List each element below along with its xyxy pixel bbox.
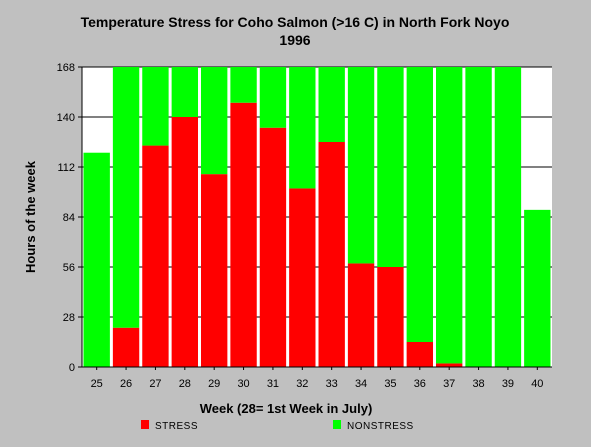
bar-nonstress-week-40 (524, 209, 551, 367)
bar-stress-week-28 (171, 117, 198, 367)
y-axis-title: Hours of the week (23, 160, 38, 273)
bar-stress-week-37 (436, 363, 463, 367)
x-tick-label-29: 29 (208, 378, 220, 390)
bar-stress-week-29 (201, 174, 228, 367)
y-tick-label-168: 168 (57, 62, 75, 74)
bar-nonstress-week-27 (142, 67, 169, 146)
x-tick-label-31: 31 (267, 378, 279, 390)
chart-title: Temperature Stress for Coho Salmon (>16 … (81, 14, 510, 30)
bar-nonstress-week-28 (171, 67, 198, 117)
bar-nonstress-week-39 (494, 67, 522, 367)
legend: STRESS NONSTRESS (141, 420, 414, 432)
bar-nonstress-week-34 (347, 67, 375, 264)
x-axis-ticks: 25 26 27 28 29 30 31 32 33 34 35 36 37 38 39 40 (91, 367, 543, 390)
bar-stress-week-30 (230, 102, 257, 367)
bar-nonstress-week-26 (112, 67, 140, 328)
x-tick-label-37: 37 (443, 378, 455, 390)
x-tick-label-35: 35 (384, 378, 396, 390)
x-tick-label-39: 39 (502, 378, 514, 390)
x-tick-label-26: 26 (120, 378, 132, 390)
y-tick-label-112: 112 (57, 162, 75, 174)
x-axis-title: Week (28= 1st Week in July) (200, 401, 373, 416)
x-tick-label-30: 30 (237, 378, 249, 390)
legend-swatch-stress (141, 420, 149, 429)
y-tick-label-0: 0 (69, 362, 75, 374)
chart-subtitle: 1996 (279, 32, 310, 48)
bar-stress-week-36 (406, 342, 433, 367)
bar-nonstress-week-36 (406, 67, 433, 342)
x-tick-label-38: 38 (472, 378, 484, 390)
x-tick-label-27: 27 (149, 378, 161, 390)
y-tick-label-28: 28 (63, 312, 75, 324)
y-tick-label-140: 140 (57, 112, 75, 124)
bar-nonstress-week-25 (83, 152, 110, 367)
x-tick-label-32: 32 (296, 378, 308, 390)
y-axis-ticks: 0 28 56 84 112 140 168 (57, 62, 82, 374)
bar-stress-week-31 (259, 127, 287, 367)
bar-nonstress-week-35 (377, 67, 404, 267)
bar-stress-week-32 (289, 188, 316, 367)
bars (83, 67, 551, 367)
y-tick-label-84: 84 (63, 212, 75, 224)
bar-nonstress-week-30 (230, 67, 257, 103)
bar-nonstress-week-29 (201, 67, 228, 175)
legend-label-stress: STRESS (155, 421, 198, 432)
bar-nonstress-week-38 (465, 67, 492, 367)
x-tick-label-33: 33 (326, 378, 338, 390)
bar-stress-week-35 (377, 267, 404, 367)
bar-nonstress-week-32 (289, 67, 316, 189)
x-tick-label-36: 36 (414, 378, 426, 390)
y-tick-label-56: 56 (63, 262, 75, 274)
bar-nonstress-week-33 (318, 67, 345, 142)
bar-stress-week-33 (318, 142, 345, 367)
bar-nonstress-week-31 (259, 67, 287, 128)
legend-swatch-nonstress (333, 420, 341, 429)
x-tick-label-34: 34 (355, 378, 367, 390)
bar-stress-week-27 (142, 145, 169, 367)
x-tick-label-40: 40 (531, 378, 543, 390)
x-tick-label-28: 28 (179, 378, 191, 390)
bar-nonstress-week-37 (436, 67, 463, 364)
legend-label-nonstress: NONSTRESS (347, 421, 414, 432)
bar-stress-week-34 (347, 263, 375, 367)
bar-stress-week-26 (112, 327, 140, 367)
x-tick-label-25: 25 (91, 378, 103, 390)
